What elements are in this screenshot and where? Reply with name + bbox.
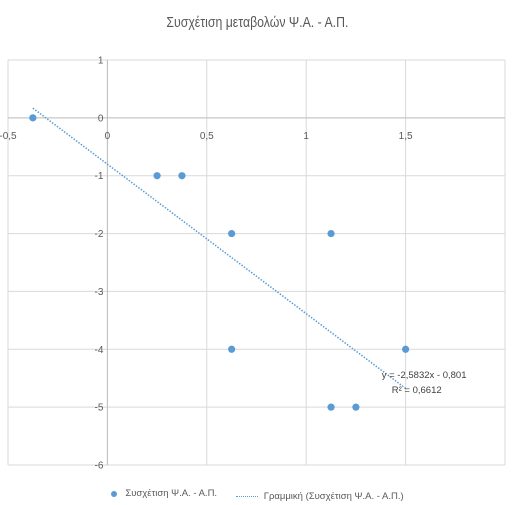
x-tick-label: 1 (303, 131, 309, 142)
y-tick-label: 1 (98, 56, 104, 67)
y-tick-label: -3 (94, 287, 103, 298)
axes (8, 60, 505, 465)
chart-title: Συσχέτιση μεταβολών Ψ.Α. - Α.Π. (166, 14, 349, 31)
data-point (402, 345, 410, 353)
data-point (29, 114, 37, 122)
x-tick-label: 0,5 (200, 131, 214, 142)
legend-marker-icon (111, 490, 118, 497)
y-tick-label: -6 (94, 461, 103, 472)
data-points (29, 114, 410, 411)
data-point (178, 172, 186, 180)
legend-item-series: Συσχέτιση Ψ.Α. - Α.Π. (111, 488, 217, 499)
grid-lines (7, 59, 506, 466)
data-point (153, 172, 161, 180)
y-tick-label: -1 (94, 171, 103, 182)
legend-item-trendline: Γραμμική (Συσχέτιση Ψ.Α. - Α.Π.) (235, 490, 404, 502)
legend-label-trendline: Γραμμική (Συσχέτιση Ψ.Α. - Α.Π.) (263, 490, 404, 502)
y-tick-label: -5 (94, 403, 103, 414)
data-point (228, 345, 236, 353)
x-tick-label: 0 (105, 131, 111, 142)
trendline-equation: y = -2,5832x - 0,801 (382, 370, 467, 381)
trendline (32, 107, 407, 389)
legend-label-series: Συσχέτιση Ψ.Α. - Α.Π. (125, 488, 218, 499)
y-tick-labels: 1 0 -1 -2 -3 -4 -5 -6 (94, 56, 103, 472)
y-tick-label: 0 (98, 113, 104, 124)
x-tick-label: 1,5 (399, 131, 413, 142)
data-point (352, 403, 360, 411)
x-tick-label: -0,5 (0, 131, 17, 142)
legend: Συσχέτιση Ψ.Α. - Α.Π. Γραμμική (Συσχέτισ… (0, 488, 515, 502)
x-tick-labels: -0,5 0 0,5 1 1,5 (0, 131, 413, 142)
y-tick-label: -2 (94, 229, 103, 240)
y-tick-label: -4 (94, 345, 103, 356)
data-point (228, 229, 236, 238)
trendline-r2: R² = 0,6612 (392, 385, 442, 396)
legend-line-icon (235, 495, 258, 497)
data-point (327, 403, 335, 411)
data-point (327, 229, 335, 238)
